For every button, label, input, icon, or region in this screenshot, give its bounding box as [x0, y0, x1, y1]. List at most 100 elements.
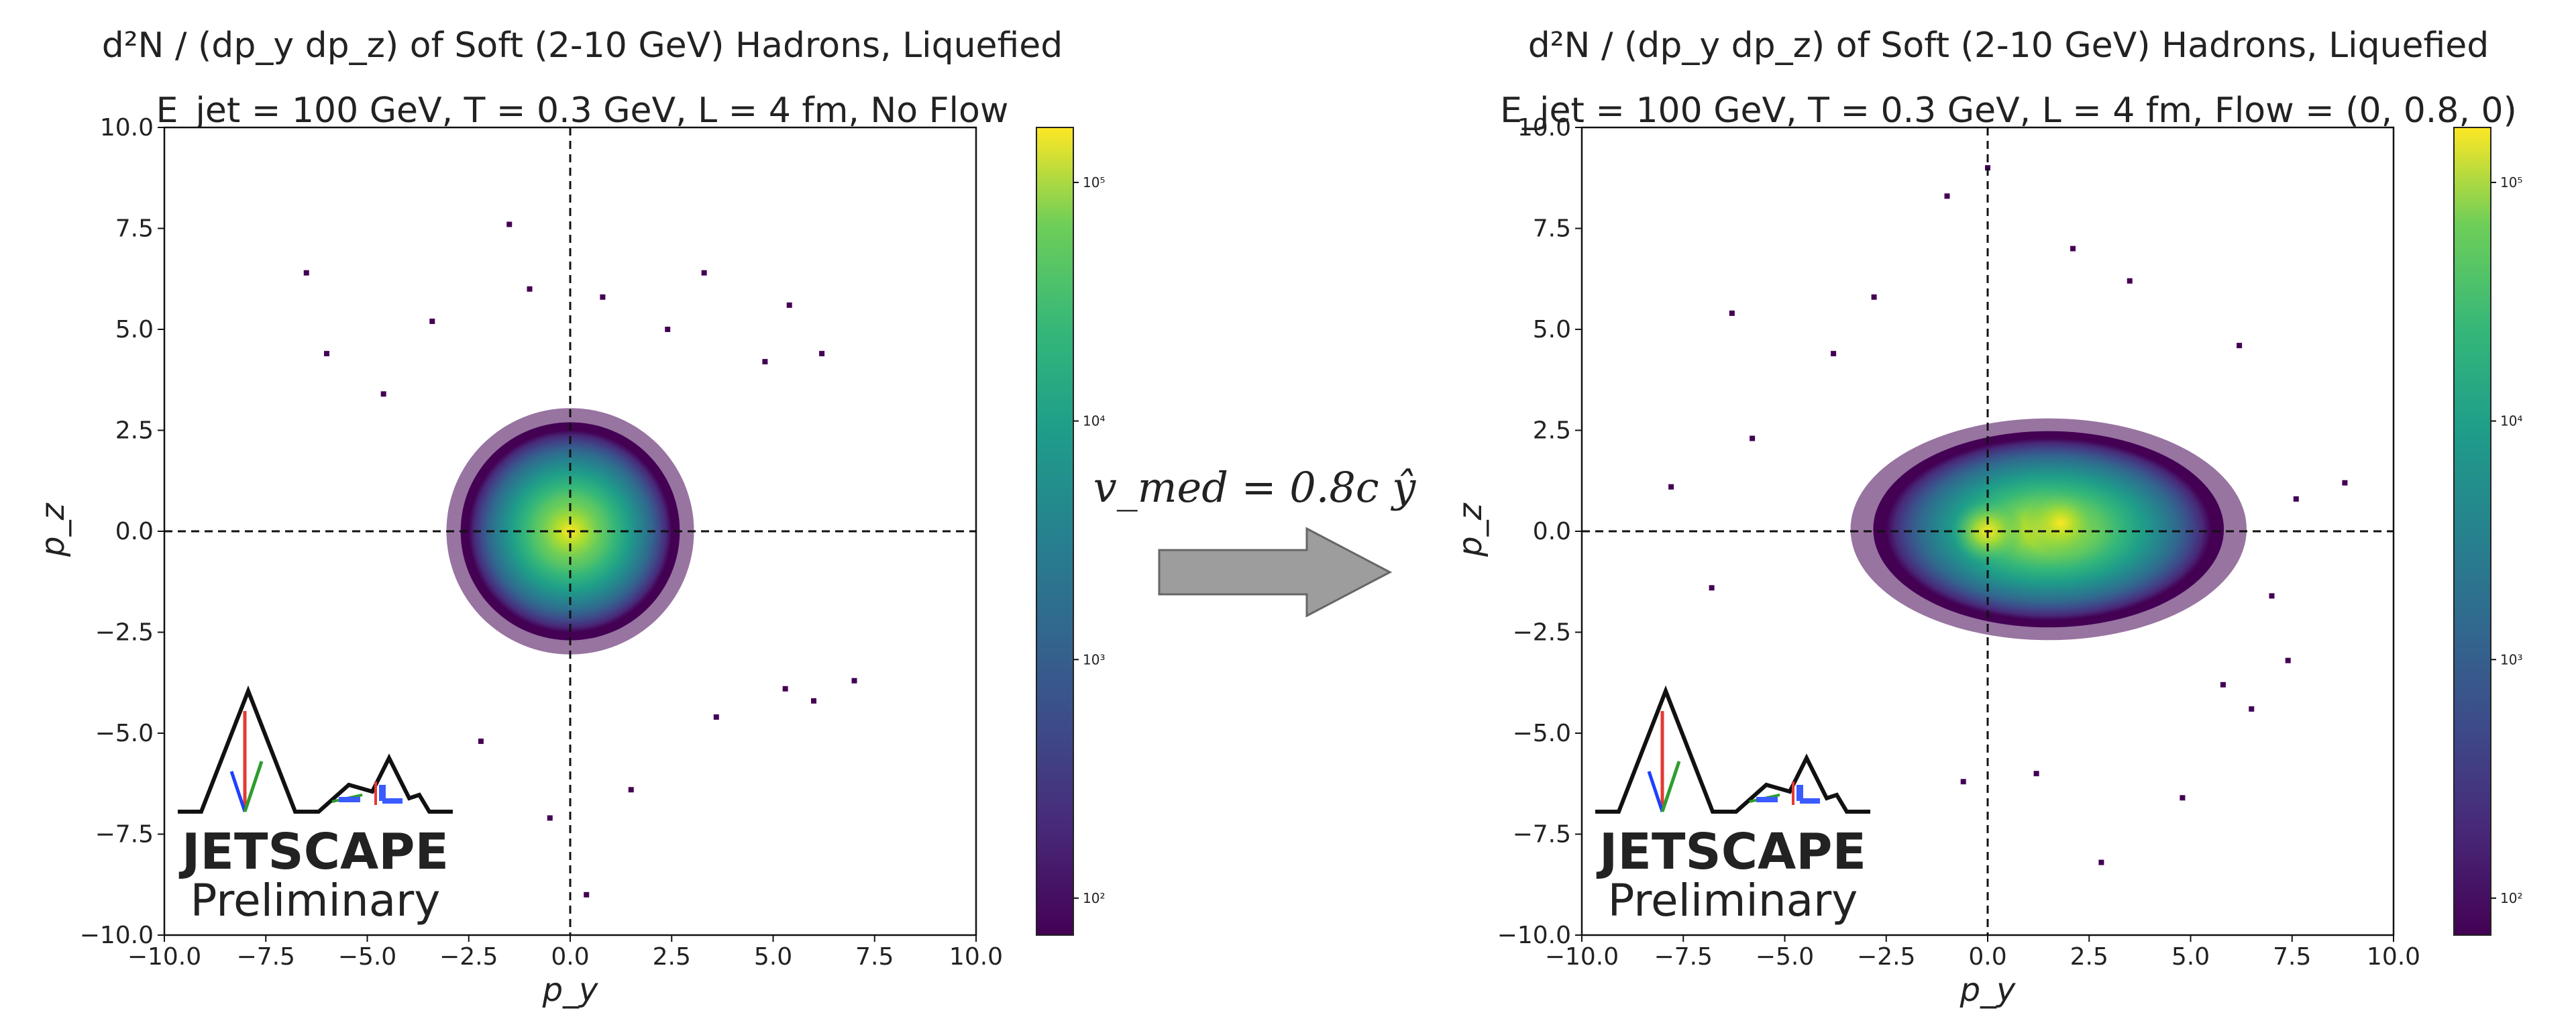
left-logo-preliminary: Preliminary: [191, 875, 441, 926]
left-x-tick-label: 10.0: [949, 943, 1003, 971]
left-sparse-bin: [324, 351, 329, 357]
right-logo-word: JETSCAPE: [1596, 823, 1866, 881]
left-x-tick-label: 2.5: [653, 943, 691, 971]
left-sparse-bin: [713, 714, 719, 720]
left-x-tick-label: 5.0: [754, 943, 792, 971]
right-sparse-bin: [2098, 859, 2104, 865]
right-y-tick-label: 2.5: [1533, 417, 1571, 445]
right-sparse-bin: [1871, 294, 1877, 300]
right-y-tick-label: 7.5: [1533, 215, 1571, 243]
right-colorbar: [2453, 127, 2491, 936]
right-y-tick-label: −2.5: [1513, 619, 1571, 647]
right-sparse-bin: [2070, 246, 2076, 252]
right-colorbar-tick-label: 10⁵: [2500, 174, 2522, 191]
left-sparse-bin: [762, 359, 768, 365]
left-sparse-bin: [478, 739, 484, 745]
left-x-tick-label: −10.0: [127, 943, 201, 971]
left-sparse-bin: [665, 327, 671, 332]
left-sparse-bin: [628, 787, 634, 793]
right-sparse-bin: [1944, 193, 1950, 199]
right-x-tick-label: −2.5: [1857, 943, 1915, 971]
left-sparse-bin: [851, 678, 857, 684]
left-y-tick-label: 2.5: [115, 417, 154, 445]
left-y-tick-label: 5.0: [115, 316, 154, 343]
right-x-tick-label: −5.0: [1756, 943, 1814, 971]
right-sparse-bin: [2220, 682, 2226, 688]
right-y-tick-label: 10.0: [1517, 114, 1571, 142]
left-sparse-bin: [380, 391, 386, 397]
right-sparse-bin: [2285, 657, 2291, 663]
left-sparse-bin: [819, 351, 825, 357]
flow-arrow-label: v_med = 0.8c ŷ: [1093, 463, 1417, 512]
right-x-tick-label: 0.0: [1968, 943, 2006, 971]
right-logo-blue-grid-b: [1800, 798, 1820, 804]
left-sparse-bin: [506, 221, 513, 227]
right-sparse-bin: [1709, 585, 1715, 591]
right-y-tick-label: 0.0: [1533, 518, 1571, 545]
right-y-tick-label: −5.0: [1513, 720, 1571, 747]
right-sparse-bin: [1729, 310, 1735, 316]
right-logo-preliminary: Preliminary: [1608, 875, 1858, 926]
right-logo-blue-grid-c: [1796, 785, 1803, 801]
left-colorbar-tick-label: 10²: [1083, 890, 1105, 906]
right-y-tick-label: −10.0: [1497, 922, 1571, 949]
right-logo-blue-grid-a: [1756, 797, 1778, 802]
left-colorbar-tick-label: 10⁴: [1083, 413, 1105, 429]
right-x-tick-label: 10.0: [2367, 943, 2420, 971]
right-x-tick-label: 2.5: [2070, 943, 2108, 971]
right-x-axis-label: p_y: [1960, 971, 2016, 1009]
left-y-tick-label: −5.0: [95, 720, 154, 747]
left-y-tick-label: −2.5: [95, 619, 154, 647]
left-sparse-bin: [811, 698, 816, 704]
right-colorbar-ticks: 10⁵ 10⁴ 10³ 10²: [2491, 174, 2522, 906]
left-x-axis-label: p_y: [542, 971, 598, 1009]
arrow-shape: [1158, 527, 1393, 618]
right-logo-blue-jet: [1647, 771, 1664, 812]
right-logo-green-jet: [1660, 761, 1681, 812]
right-x-tick-label: 5.0: [2171, 943, 2210, 971]
right-y-tick-label: 5.0: [1533, 316, 1571, 343]
left-y-tick-label: −10.0: [80, 922, 154, 949]
flow-arrow: v_med = 0.8c ŷ: [1093, 463, 1417, 618]
left-logo-mountains: [178, 685, 453, 814]
left-sparse-bin: [584, 891, 590, 898]
left-sparse-bin: [701, 270, 707, 276]
right-logo-mountains: [1595, 685, 1870, 814]
left-sparse-bin: [429, 318, 435, 324]
left-y-axis-label: p_z: [34, 502, 72, 557]
left-sparse-bin: [303, 270, 309, 276]
left-logo-background: [171, 610, 453, 906]
left-x-tick-label: 7.5: [855, 943, 894, 971]
left-logo-blue-jet: [229, 771, 247, 812]
right-colorbar-tick-label: 10⁴: [2500, 413, 2522, 429]
left-sparse-bin: [600, 294, 606, 300]
left-y-tick-label: 0.0: [115, 518, 154, 545]
left-colorbar-tick-label: 10⁵: [1083, 174, 1105, 191]
right-peak-1: [2024, 490, 2098, 556]
right-x-tick-label: −7.5: [1654, 943, 1713, 971]
left-title-line2: E_jet = 100 GeV, T = 0.3 GeV, L = 4 fm, …: [156, 91, 1009, 131]
left-plot-area: −10.0 −7.5 −5.0 −2.5 0.0 2.5 5.0 7.5 10.0 10.0 7.5…: [80, 114, 1003, 971]
right-plot-area: −10.0 −7.5 −5.0 −2.5 0.0 2.5 5.0 7.5 10.0 10.0 7.5…: [1497, 114, 2420, 971]
right-logo-background: [1589, 610, 1870, 906]
left-y-tick-label: 7.5: [115, 215, 154, 243]
right-sparse-bin: [1750, 435, 1756, 441]
right-sparse-bin: [2180, 795, 2186, 801]
right-panel: d²N / (dp_y dp_z) of Soft (2-10 GeV) Had…: [1452, 25, 2522, 1009]
left-y-tick-label: 10.0: [100, 114, 154, 142]
left-logo-blue-grid-c: [379, 785, 386, 801]
left-sparse-bin: [782, 686, 788, 692]
right-title-line2: E_jet = 100 GeV, T = 0.3 GeV, L = 4 fm, …: [1500, 91, 2517, 131]
right-y-axis-label: p_z: [1452, 502, 1489, 557]
right-x-tick-label: −10.0: [1545, 943, 1619, 971]
left-colorbar-ticks: 10⁵ 10⁴ 10³ 10²: [1073, 174, 1105, 906]
left-colorbar: [1036, 127, 1074, 936]
left-panel: d²N / (dp_y dp_z) of Soft (2-10 GeV) Had…: [34, 25, 1105, 1009]
left-x-tick-label: −7.5: [237, 943, 295, 971]
left-logo-blue-grid-b: [382, 798, 402, 804]
left-title-line1: d²N / (dp_y dp_z) of Soft (2-10 GeV) Had…: [102, 25, 1063, 66]
right-sparse-bin: [2033, 771, 2039, 777]
